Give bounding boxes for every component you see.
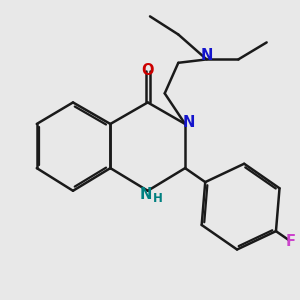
Text: F: F (286, 234, 296, 249)
Text: N: N (140, 187, 152, 202)
Text: O: O (142, 63, 154, 78)
Text: H: H (153, 192, 163, 205)
Text: N: N (200, 48, 213, 63)
Text: N: N (182, 115, 195, 130)
